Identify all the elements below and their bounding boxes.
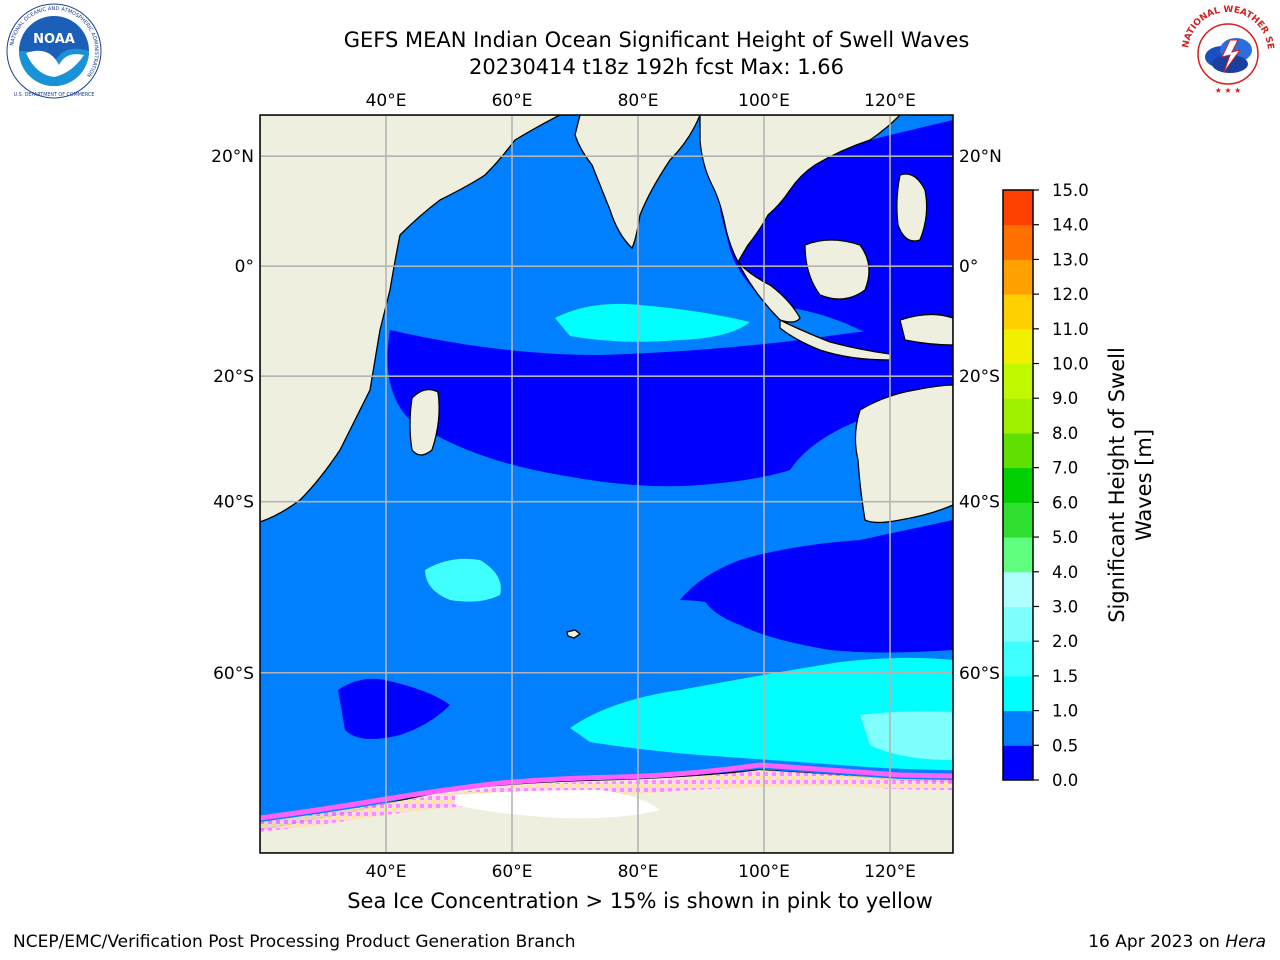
land-madagascar [409, 388, 440, 456]
colorbar-segment [1003, 571, 1033, 607]
lon-tick-label-bottom: 100°E [738, 862, 790, 882]
colorbar-label-line1: Significant Height of Swell [1105, 347, 1129, 623]
colorbar-frame [1002, 189, 1034, 781]
svg-text:U.S. DEPARTMENT OF COMMERCE: U.S. DEPARTMENT OF COMMERCE [14, 92, 95, 98]
colorbar-segment [1003, 537, 1033, 573]
noaa-logo-icon: NATIONAL OCEANIC AND ATMOSPHERIC ADMINIS… [6, 3, 102, 99]
colorbar-tick-label: 8.0 [1052, 424, 1078, 443]
colorbar-tick-label: 0.0 [1052, 771, 1078, 790]
lat-tick-label-left: 40°S [213, 493, 254, 513]
swell-field-mid-southeast [860, 711, 953, 760]
lat-tick-label-right: 20°S [959, 367, 1000, 387]
nws-logo-icon: NATIONAL WEATHER SERVICE ★ ★ ★ [1178, 2, 1275, 98]
lon-tick-label-top: 80°E [618, 91, 659, 111]
lon-tick-label-top: 120°E [864, 91, 916, 111]
lon-tick-label-top: 40°E [366, 91, 407, 111]
colorbar-segment [1003, 641, 1033, 677]
footer-host: Hera [1225, 932, 1266, 952]
colorbar-tick-label: 5.0 [1052, 528, 1078, 547]
colorbar-tick-label: 1.5 [1052, 667, 1078, 686]
colorbar-tick-label: 14.0 [1052, 216, 1089, 235]
colorbar-segment [1003, 294, 1033, 330]
lon-tick-label-bottom: 40°E [366, 862, 407, 882]
colorbar-tick-label: 12.0 [1052, 285, 1089, 304]
colorbar-segment [1003, 328, 1033, 365]
colorbar-tick-label: 3.0 [1052, 597, 1078, 616]
land-philippines [896, 173, 928, 242]
sea-ice-white [455, 790, 660, 819]
colorbar-tick-label: 9.0 [1052, 389, 1078, 408]
colorbar-segment [1003, 398, 1033, 434]
colorbar-segment [1003, 224, 1033, 260]
land-africa-arabia [260, 115, 561, 523]
colorbar-tick-label: 7.0 [1052, 459, 1078, 478]
grid-lines [260, 115, 953, 853]
lat-tick-label-left: 20°S [213, 367, 254, 387]
colorbar-segment [1003, 259, 1033, 295]
swell-field-low-southwest [338, 678, 450, 739]
lat-tick-label-right: 40°S [959, 493, 1000, 513]
colorbar-tick-label: 10.0 [1052, 355, 1089, 374]
land-borneo [804, 239, 870, 300]
lon-tick-label-top: 60°E [492, 91, 533, 111]
footer-date: 16 Apr 2023 on Hera [1088, 932, 1266, 952]
colorbar-tick-label: 4.0 [1052, 563, 1078, 582]
colorbar-segment [1003, 745, 1033, 781]
svg-text:★ ★ ★: ★ ★ ★ [1215, 86, 1242, 95]
lon-tick-label-bottom: 60°E [492, 862, 533, 882]
sea-ice-note: Sea Ice Concentration > 15% is shown in … [347, 889, 933, 913]
map-subtitle: 20230414 t18z 192h fcst Max: 1.66 [469, 55, 844, 79]
swell-field-mid-equatorial [555, 303, 750, 342]
lon-tick-label-bottom: 120°E [864, 862, 916, 882]
swell-field-low-south [387, 320, 953, 640]
lat-tick-label-right: 20°N [959, 147, 1002, 167]
sea-ice-edge [260, 762, 953, 821]
land-kerguelen [566, 629, 582, 639]
colorbar-tick-label: 11.0 [1052, 320, 1089, 339]
colorbar-tick-label: 0.5 [1052, 736, 1078, 755]
lon-tick-label-top: 100°E [738, 91, 790, 111]
lat-tick-label-right: 60°S [959, 664, 1000, 684]
lat-tick-label-right: 0° [959, 257, 978, 277]
colorbar-segment [1003, 502, 1033, 538]
colorbar-tick-label: 15.0 [1052, 181, 1089, 200]
map-frame [259, 114, 954, 854]
map-plot-area [260, 115, 953, 853]
swell-field-mid-southwest [425, 558, 501, 602]
lat-tick-label-left: 20°N [211, 147, 254, 167]
colorbar-tick-label: 1.0 [1052, 702, 1078, 721]
map-title: GEFS MEAN Indian Ocean Significant Heigh… [343, 28, 970, 52]
colorbar-segment [1003, 467, 1033, 503]
colorbar-tick-label: 2.0 [1052, 632, 1078, 651]
colorbar-segment [1003, 363, 1033, 399]
land-southeast-asia [699, 115, 901, 323]
land-australia [854, 384, 953, 524]
sea-ice-band [260, 770, 953, 832]
colorbar-tick-label: 13.0 [1052, 250, 1089, 269]
lon-tick-label-bottom: 80°E [618, 862, 659, 882]
noaa-logo-text: NOAA [33, 32, 75, 47]
colorbar-label-line2: Waves [m] [1132, 429, 1156, 541]
colorbar-segment [1003, 606, 1033, 642]
colorbar-segment [1003, 710, 1033, 746]
footer-credit: NCEP/EMC/Verification Post Processing Pr… [13, 932, 576, 952]
land-new-guinea [899, 313, 953, 346]
footer-date-text: 16 Apr 2023 on [1088, 932, 1226, 952]
colorbar-segment [1003, 675, 1033, 712]
lat-tick-label-left: 60°S [213, 664, 254, 684]
swell-field-mid-south [570, 657, 953, 770]
colorbar [1002, 189, 1039, 781]
lat-tick-label-left: 0° [235, 257, 254, 277]
colorbar-tick-label: 6.0 [1052, 493, 1078, 512]
colorbar-segment [1003, 432, 1033, 469]
colorbar-segment [1003, 190, 1033, 226]
